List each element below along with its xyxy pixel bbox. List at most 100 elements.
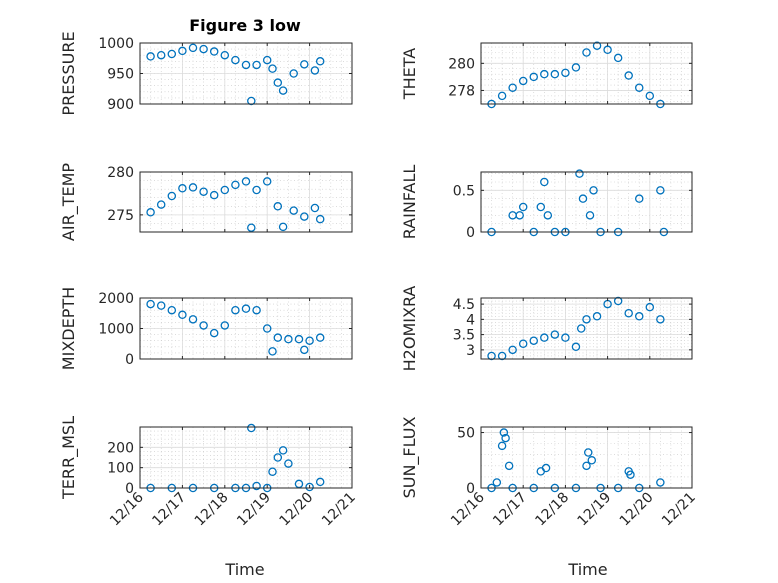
data-point — [294, 334, 304, 344]
data-point — [220, 50, 230, 60]
data-point — [613, 296, 623, 306]
data-point — [156, 50, 166, 60]
data-point — [635, 83, 644, 92]
axes-box — [480, 171, 693, 233]
data-point — [262, 177, 272, 186]
data-point — [300, 212, 309, 221]
data-point — [587, 456, 597, 465]
data-point — [252, 185, 261, 195]
data-point — [582, 461, 591, 471]
data-series — [487, 169, 669, 237]
x-tick-label: 12/17 — [149, 490, 189, 530]
data-point — [178, 46, 187, 56]
x-tick-label: 12/21 — [319, 490, 359, 530]
data-point — [241, 60, 251, 70]
data-point — [536, 467, 546, 476]
data-point — [508, 345, 517, 355]
data-point — [529, 336, 539, 345]
data-point — [540, 177, 549, 187]
data-point — [492, 478, 502, 487]
data-point — [146, 299, 155, 309]
data-series — [146, 177, 325, 232]
data-point — [656, 478, 665, 487]
data-point — [247, 96, 256, 106]
data-point — [561, 333, 570, 342]
data-point — [504, 461, 514, 471]
data-point — [156, 200, 166, 209]
y-tick-label: 0 — [125, 481, 134, 497]
minor-grid — [480, 172, 693, 233]
data-point — [220, 185, 230, 195]
axes-box — [139, 171, 353, 233]
data-point — [289, 206, 298, 215]
y-tick-label: 3 — [466, 343, 475, 359]
y-axis-label: PRESSURE — [59, 31, 78, 115]
x-tick-label: 12/18 — [532, 490, 572, 530]
data-point — [199, 321, 208, 330]
y-tick-label: 100 — [107, 461, 134, 477]
y-tick-label: 0 — [125, 352, 134, 368]
data-point — [252, 481, 261, 491]
data-point — [575, 169, 584, 178]
data-point — [571, 342, 581, 352]
data-point — [247, 223, 256, 232]
data-point — [561, 68, 570, 78]
data-point — [273, 333, 283, 342]
x-tick-label: 12/17 — [490, 490, 530, 530]
x-tick-label: 12/19 — [575, 490, 615, 530]
data-point — [220, 321, 230, 330]
data-point — [273, 78, 283, 87]
data-point — [284, 459, 293, 468]
data-series — [146, 299, 325, 356]
y-axis-label: H2OMIXRA — [400, 286, 419, 372]
data-point — [518, 76, 528, 86]
x-tick-label: 12/20 — [617, 490, 657, 530]
data-point — [284, 334, 293, 344]
data-point — [550, 69, 560, 79]
data-point — [278, 446, 288, 455]
data-point — [310, 66, 320, 75]
y-tick-label: 2000 — [98, 291, 134, 307]
data-point — [167, 191, 177, 201]
data-point — [645, 91, 655, 101]
y-tick-label: 3.5 — [453, 328, 475, 344]
data-point — [592, 312, 602, 321]
data-point — [543, 211, 553, 220]
y-tick-label: 0 — [466, 225, 475, 241]
data-point — [268, 64, 277, 73]
data-point — [315, 333, 325, 342]
data-point — [576, 324, 586, 333]
data-point — [624, 71, 633, 80]
x-axis-label-right: Time — [567, 560, 607, 579]
y-axis-label: SUN_FLUX — [400, 417, 420, 499]
x-tick-label: 12/20 — [277, 490, 317, 530]
axes-box — [139, 426, 353, 489]
data-point — [585, 211, 595, 220]
data-point — [146, 52, 155, 61]
axes-box — [480, 297, 693, 360]
y-axis-label: RAINFALL — [400, 165, 419, 240]
data-point — [635, 312, 644, 321]
y-tick-label: 280 — [107, 165, 134, 181]
data-point — [289, 69, 298, 78]
data-point — [268, 467, 277, 476]
minor-grid — [480, 43, 693, 104]
y-tick-label: 900 — [107, 97, 134, 113]
data-point — [300, 60, 309, 69]
data-point — [541, 463, 551, 473]
data-point — [252, 60, 261, 70]
x-tick-label: 12/19 — [234, 490, 274, 530]
data-point — [278, 86, 288, 95]
x-tick-label: 12/21 — [659, 490, 699, 530]
data-point — [273, 453, 283, 462]
data-point — [540, 69, 549, 79]
data-point — [231, 305, 240, 315]
data-point — [231, 55, 240, 65]
data-point — [613, 53, 623, 63]
data-point — [188, 183, 198, 192]
data-point — [178, 184, 187, 193]
major-grid — [480, 172, 693, 233]
